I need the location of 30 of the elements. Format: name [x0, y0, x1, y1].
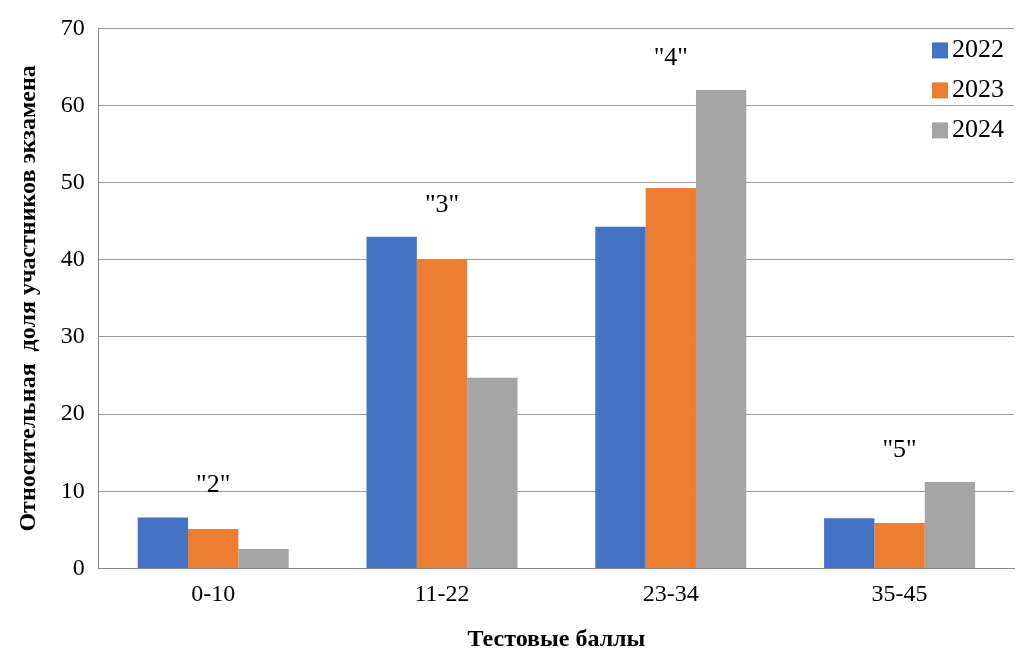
bar: [137, 517, 189, 568]
x-tick-label: 35-45: [871, 580, 928, 607]
annotation: "5": [882, 433, 917, 463]
bar: [874, 522, 925, 568]
legend-label: 2022: [952, 34, 1004, 64]
y-tick-label: 60: [60, 90, 85, 117]
bar: [416, 259, 468, 568]
bar: [366, 236, 417, 568]
y-tick-label: 70: [60, 13, 85, 40]
annotation: "3": [424, 188, 460, 218]
bar: [824, 518, 875, 568]
bar: [595, 226, 646, 568]
y-tick-label: 10: [60, 476, 85, 503]
annotation: "2": [196, 469, 231, 499]
annotation: "4": [653, 41, 688, 71]
x-axis-title: Тестовые баллы: [467, 624, 646, 651]
y-tick-label: 30: [60, 322, 85, 349]
y-tick-label: 20: [60, 399, 85, 426]
bar: [645, 188, 696, 568]
legend-label: 2023: [952, 74, 1004, 104]
y-tick-label: 50: [60, 167, 85, 194]
y-tick-label: 40: [60, 245, 85, 272]
legend-label: 2024: [952, 114, 1004, 144]
bar: [188, 529, 239, 568]
x-tick-label: 11-22: [414, 580, 470, 607]
x-tick-label: 0-10: [191, 580, 236, 607]
bar: [238, 549, 289, 568]
y-axis-title: Относительная доля участников экзамена: [13, 65, 40, 532]
y-tick-label: 0: [72, 553, 85, 580]
x-tick-label: 23-34: [642, 580, 699, 607]
